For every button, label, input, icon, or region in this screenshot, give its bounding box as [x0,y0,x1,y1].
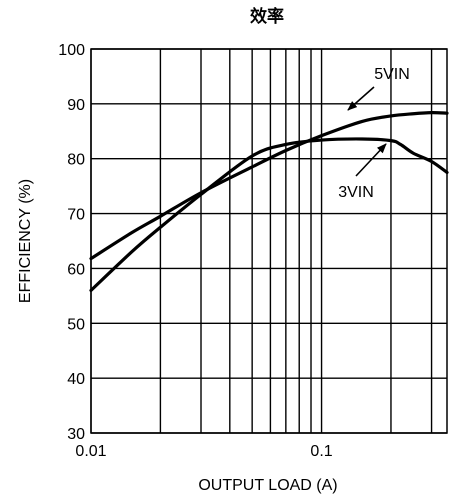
series-line-1 [89,137,449,292]
annotations: 5VIN 3VIN [338,66,410,201]
series-line-0 [89,111,449,261]
chart-title: 效率 [250,6,284,27]
y-tick-label: 100 [58,42,85,59]
y-axis-title: EFFICIENCY (%) [17,179,34,303]
y-tick-label: 60 [67,261,85,278]
y-tick-label: 30 [67,426,85,443]
plot-frame [90,48,448,434]
x-tick-label: 0.1 [310,443,332,460]
arrow-3vin [355,143,387,177]
series-label-3vin: 3VIN [338,184,374,201]
grid-lines [90,48,447,434]
y-tick-label: 40 [67,371,85,388]
tick-labels: 30 40 50 60 70 80 90 100 0.01 0.1 [58,42,332,460]
y-tick-label: 70 [67,207,85,224]
x-axis-title: OUTPUT LOAD (A) [198,477,337,494]
y-tick-label: 90 [67,97,85,114]
series-label-5vin: 5VIN [374,66,410,83]
series-lines [89,111,449,292]
arrow-5vin [347,86,375,111]
y-tick-label: 80 [67,152,85,169]
x-tick-label: 0.01 [75,443,106,460]
y-tick-label: 50 [67,316,85,333]
